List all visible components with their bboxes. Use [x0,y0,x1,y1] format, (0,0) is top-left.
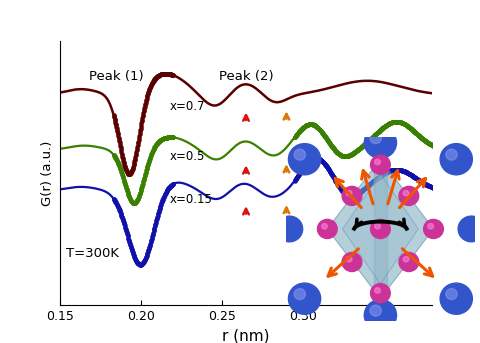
Text: x=0.15: x=0.15 [170,193,213,206]
Circle shape [317,220,337,238]
Text: Peak (2): Peak (2) [218,70,273,83]
Circle shape [458,216,480,242]
Text: T=300K: T=300K [66,247,120,260]
Circle shape [294,149,305,160]
Circle shape [276,216,303,242]
Circle shape [371,155,390,174]
Circle shape [399,186,419,205]
Circle shape [375,288,380,293]
Circle shape [371,220,390,238]
Circle shape [428,223,433,229]
Circle shape [346,257,352,262]
Circle shape [440,283,472,314]
Text: x=0.7: x=0.7 [170,99,205,113]
Circle shape [364,299,396,331]
Circle shape [294,288,305,299]
Circle shape [288,283,321,314]
Circle shape [342,252,362,272]
Text: Peak (1): Peak (1) [89,70,144,83]
X-axis label: r (nm): r (nm) [222,329,270,343]
Circle shape [288,144,321,175]
Circle shape [371,284,390,303]
Text: x=0.5: x=0.5 [170,150,205,163]
Circle shape [342,186,362,205]
Circle shape [370,133,381,144]
Circle shape [322,223,327,229]
Circle shape [424,220,444,238]
Polygon shape [342,174,418,284]
Circle shape [399,252,419,272]
Circle shape [370,305,381,316]
Circle shape [446,149,457,160]
Bar [374,155,387,303]
Y-axis label: G(r) (a.u.): G(r) (a.u.) [41,141,54,206]
Circle shape [375,223,380,229]
Circle shape [403,257,409,262]
Polygon shape [327,159,433,299]
Circle shape [403,190,409,196]
Circle shape [364,127,396,158]
Circle shape [346,190,352,196]
Circle shape [375,159,380,165]
Circle shape [440,144,472,175]
Circle shape [446,288,457,299]
